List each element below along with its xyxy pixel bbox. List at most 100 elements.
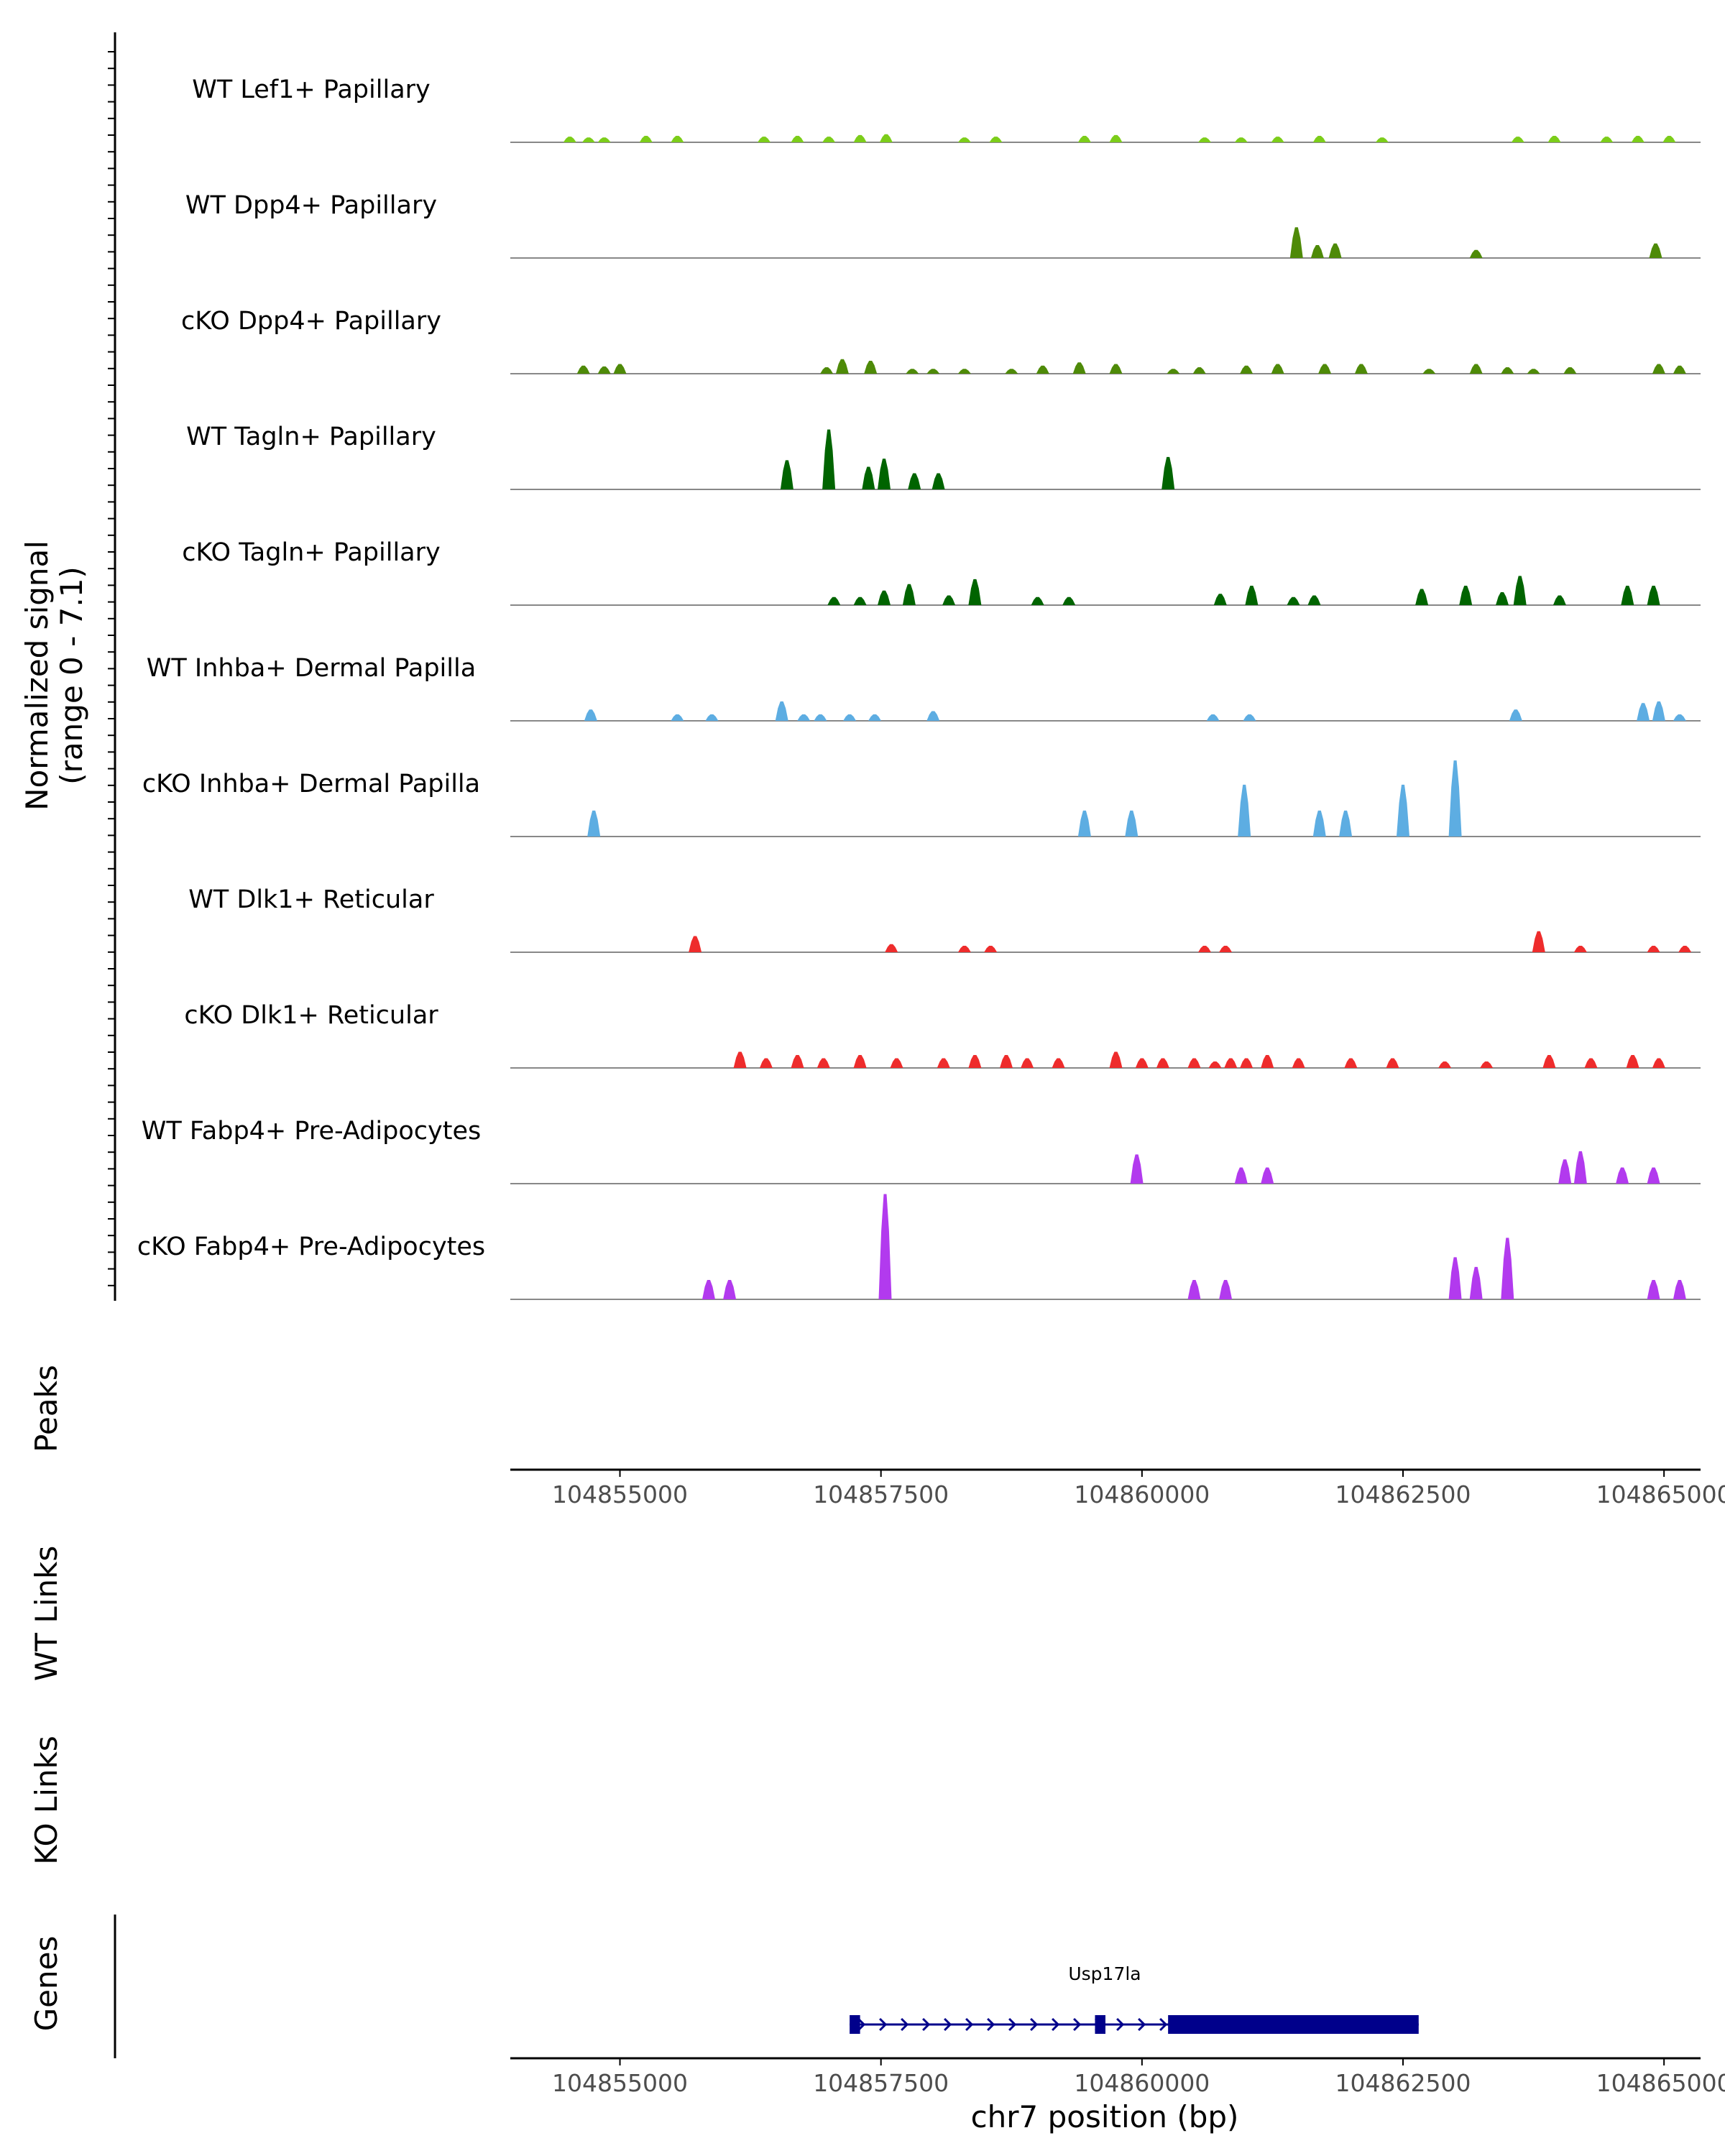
signal-peak (1616, 1167, 1629, 1184)
gene-exon (850, 2015, 860, 2034)
signal-peak (1240, 1058, 1254, 1068)
signal-peak (1208, 1061, 1222, 1068)
signal-peak (1077, 136, 1091, 142)
signal-peak (1422, 369, 1436, 374)
signal-y-axis (108, 32, 116, 1301)
signal-peak (584, 709, 597, 721)
signal-peak (758, 137, 770, 142)
signal-peak (723, 1280, 737, 1299)
signal-peak (1678, 946, 1692, 952)
signal-peak (1031, 596, 1044, 605)
signal-peak (906, 369, 919, 374)
track: WT Inhba+ Dermal Papilla (147, 654, 1701, 722)
signal-peak (797, 714, 811, 721)
signal-peak (1573, 1151, 1587, 1184)
strand-arrow (857, 2017, 866, 2032)
signal-peak (1662, 136, 1676, 142)
signal-peak (1647, 1167, 1660, 1184)
signal-peak (1532, 931, 1545, 952)
signal-peak (1647, 946, 1660, 952)
signal-peak (1600, 137, 1614, 142)
signal-peak (1339, 810, 1353, 837)
track: cKO Dpp4+ Papillary (181, 307, 1701, 374)
signal-peak (816, 1058, 830, 1068)
signal-peak (576, 365, 590, 374)
signal-peak (1224, 1058, 1238, 1068)
signal-peak (827, 596, 841, 605)
signal-peak (1621, 586, 1634, 605)
ko-links-label: KO Links (29, 1736, 64, 1865)
signal-peak (902, 584, 916, 605)
signal-peak (835, 359, 849, 374)
strand-arrow (1052, 2017, 1060, 2032)
signal-peak (1652, 1058, 1665, 1068)
track: WT Dpp4+ Papillary (185, 191, 1701, 259)
signal-peak (862, 466, 875, 489)
signal-peak (613, 364, 627, 374)
strand-arrow (922, 2017, 931, 2032)
signal-peak (563, 137, 576, 142)
signal-peak (1558, 1159, 1572, 1184)
signal-peak (1062, 596, 1076, 605)
track: WT Tagln+ Papillary (186, 423, 1701, 490)
signal-peak (885, 944, 898, 952)
signal-peak (1397, 784, 1409, 837)
signal-peak (1448, 1257, 1462, 1299)
strand-arrow (1116, 2017, 1125, 2032)
y-axis-label-line1: Normalized signal (19, 540, 55, 811)
signal-peak (957, 137, 971, 142)
signal-peak (1501, 367, 1514, 374)
signal-peak (853, 1055, 867, 1068)
signal-peak (689, 936, 702, 952)
x-top-tick-label: 104860000 (1074, 1480, 1210, 1508)
track: WT Dlk1+ Reticular (188, 885, 1701, 953)
track-label: cKO Fabp4+ Pre-Adipocytes (137, 1233, 485, 1261)
signal-peak (775, 701, 788, 721)
signal-peak (1480, 1061, 1494, 1068)
signal-peak (853, 134, 867, 142)
signal-peak (1162, 456, 1175, 489)
signal-peak (1448, 760, 1462, 837)
signal-peak (597, 137, 611, 142)
wt-links-label: WT Links (29, 1546, 64, 1681)
signal-peak (1052, 1058, 1065, 1068)
signal-peak (791, 136, 804, 142)
signal-peak (1649, 243, 1662, 258)
signal-peak (1219, 946, 1233, 952)
signal-peak (1206, 714, 1220, 721)
signal-peak (1496, 592, 1509, 605)
signal-peak (1292, 1058, 1305, 1068)
signal-peak (1240, 365, 1254, 374)
signal-peak (926, 369, 940, 374)
signal-peak (1125, 810, 1138, 837)
signal-peak (1318, 364, 1332, 374)
track: cKO Inhba+ Dermal Papilla (142, 760, 1701, 837)
signal-peak (820, 367, 834, 374)
signal-peak (1156, 1058, 1169, 1068)
track-label: cKO Inhba+ Dermal Papilla (142, 770, 480, 798)
x-top-tick-label: 104862500 (1335, 1480, 1471, 1508)
signal-peak (1513, 576, 1527, 605)
signal-peak (1438, 1061, 1452, 1068)
x-bottom-tick-label: 104855000 (552, 2069, 688, 2097)
signal-peak (759, 1058, 773, 1068)
signal-peak (1647, 1280, 1660, 1299)
signal-peak (1584, 1058, 1598, 1068)
signal-peak (1469, 1266, 1483, 1299)
signal-peak (587, 810, 601, 837)
signal-peak (1386, 1058, 1399, 1068)
signal-peak (1036, 365, 1049, 374)
signal-peak (1167, 369, 1180, 374)
signal-peak (671, 714, 684, 721)
signal-peak (1072, 362, 1086, 374)
signal-peak (639, 136, 653, 142)
strand-arrow (1073, 2017, 1082, 2032)
signal-peak (1287, 596, 1300, 605)
strand-arrow (1138, 2017, 1146, 2032)
signal-peak (878, 590, 891, 605)
signal-peak (733, 1051, 747, 1068)
signal-peak (1109, 134, 1123, 142)
signal-peak (937, 1058, 950, 1068)
signal-peak (1354, 364, 1368, 374)
